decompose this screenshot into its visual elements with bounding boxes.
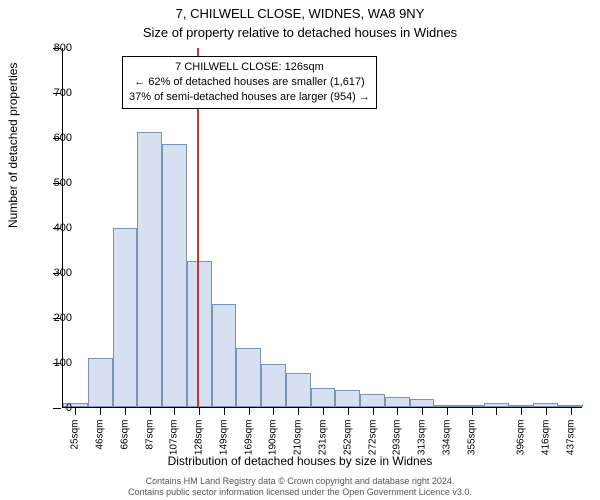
histogram-bar	[410, 399, 435, 407]
histogram-bar	[212, 304, 237, 408]
x-tick	[100, 407, 101, 415]
x-tick	[199, 407, 200, 415]
chart-container: 7, CHILWELL CLOSE, WIDNES, WA8 9NY Size …	[0, 0, 600, 500]
y-tick-label: 0	[32, 402, 72, 414]
y-tick-label: 800	[32, 42, 72, 54]
y-axis-label: Number of detached properties	[6, 63, 20, 228]
x-tick	[273, 407, 274, 415]
histogram-bar	[137, 132, 162, 407]
x-tick	[323, 407, 324, 415]
x-tick	[224, 407, 225, 415]
histogram-bar	[385, 397, 410, 407]
y-tick-label: 700	[32, 87, 72, 99]
x-tick	[521, 407, 522, 415]
footer-line2: Contains public sector information licen…	[0, 487, 600, 498]
y-tick-label: 100	[32, 357, 72, 369]
chart-subtitle: Size of property relative to detached ho…	[0, 23, 600, 40]
histogram-bar	[113, 228, 138, 407]
footer: Contains HM Land Registry data © Crown c…	[0, 476, 600, 498]
histogram-bar	[187, 261, 212, 407]
x-tick	[422, 407, 423, 415]
x-tick	[496, 407, 497, 415]
x-tick	[472, 407, 473, 415]
annotation-box: 7 CHILWELL CLOSE: 126sqm ← 62% of detach…	[122, 56, 377, 109]
x-tick	[447, 407, 448, 415]
x-tick	[174, 407, 175, 415]
histogram-bar	[360, 394, 385, 408]
x-tick	[348, 407, 349, 415]
x-tick	[75, 407, 76, 415]
y-tick-label: 600	[32, 132, 72, 144]
chart-title: 7, CHILWELL CLOSE, WIDNES, WA8 9NY	[0, 0, 600, 23]
histogram-bar	[162, 144, 187, 407]
x-tick	[546, 407, 547, 415]
y-tick-label: 500	[32, 177, 72, 189]
plot-area: 25sqm46sqm66sqm87sqm107sqm128sqm149sqm16…	[62, 48, 582, 408]
x-axis-label: Distribution of detached houses by size …	[0, 454, 600, 468]
annot-line2: ← 62% of detached houses are smaller (1,…	[129, 75, 370, 90]
x-tick	[373, 407, 374, 415]
x-tick	[298, 407, 299, 415]
histogram-bar	[286, 373, 311, 407]
x-tick	[249, 407, 250, 415]
y-tick-label: 300	[32, 267, 72, 279]
x-tick	[571, 407, 572, 415]
footer-line1: Contains HM Land Registry data © Crown c…	[0, 476, 600, 487]
histogram-bar	[261, 364, 286, 407]
histogram-bar	[236, 348, 261, 407]
annot-line3: 37% of semi-detached houses are larger (…	[129, 90, 370, 105]
histogram-bar	[335, 390, 360, 407]
annot-line1: 7 CHILWELL CLOSE: 126sqm	[129, 60, 370, 75]
y-tick-label: 200	[32, 312, 72, 324]
x-tick	[397, 407, 398, 415]
histogram-bar	[311, 388, 336, 407]
x-tick	[125, 407, 126, 415]
x-tick	[150, 407, 151, 415]
histogram-bar	[88, 358, 113, 407]
y-tick-label: 400	[32, 222, 72, 234]
